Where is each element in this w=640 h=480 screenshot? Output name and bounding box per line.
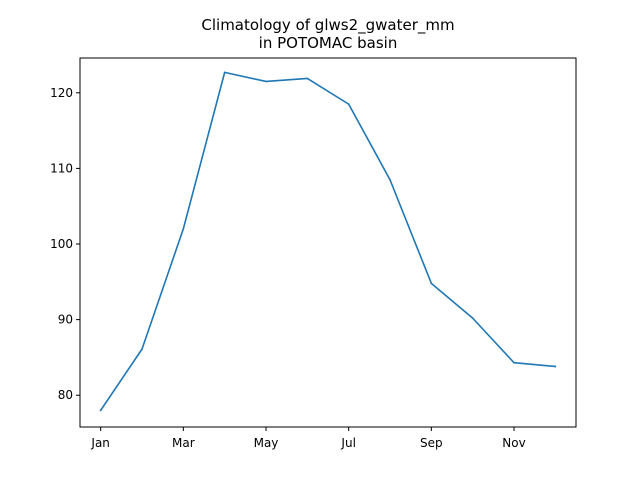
y-tick-label: 90 bbox=[58, 313, 73, 327]
data-point bbox=[471, 317, 474, 319]
x-tick-label: Jul bbox=[340, 436, 355, 450]
plot-frame bbox=[79, 57, 577, 428]
chart-title-line1: Climatology of glws2_gwater_mm bbox=[201, 16, 454, 35]
y-tick-label: 120 bbox=[50, 86, 73, 100]
data-point bbox=[141, 348, 143, 350]
data-point bbox=[306, 77, 309, 80]
y-tick-label: 80 bbox=[58, 388, 73, 402]
x-tick-label: Sep bbox=[420, 436, 443, 450]
x-tick-label: Jan bbox=[90, 436, 110, 450]
data-point bbox=[265, 80, 267, 83]
x-axis-ticks: Jan Mar May Jul Sep Nov bbox=[90, 427, 526, 450]
series-group bbox=[99, 71, 557, 412]
series-line bbox=[99, 71, 557, 412]
x-tick-label: May bbox=[254, 436, 279, 450]
data-point bbox=[513, 361, 515, 364]
y-axis-ticks: 80 90 100 110 120 bbox=[50, 86, 80, 402]
data-point bbox=[389, 178, 391, 181]
y-tick-label: 100 bbox=[50, 237, 73, 251]
chart-title-line2: in POTOMAC basin bbox=[259, 34, 398, 52]
data-point bbox=[99, 409, 102, 412]
data-point bbox=[554, 365, 557, 368]
y-tick-label: 110 bbox=[50, 161, 73, 175]
data-point bbox=[223, 71, 226, 74]
x-tick-label: Nov bbox=[502, 436, 525, 450]
data-point bbox=[182, 228, 185, 230]
data-point bbox=[347, 103, 350, 105]
x-tick-label: Mar bbox=[172, 436, 195, 450]
data-point bbox=[430, 282, 433, 285]
